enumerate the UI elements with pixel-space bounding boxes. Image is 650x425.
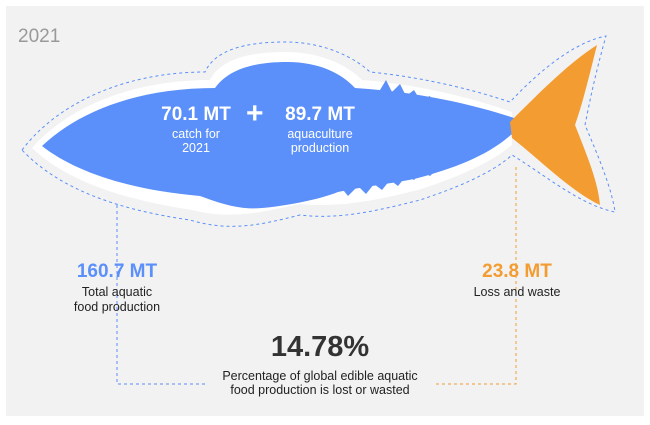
- aquaculture-label: aquaculture production: [287, 127, 353, 155]
- connector-right: [433, 167, 517, 385]
- percentage-label: Percentage of global edible aquatic food…: [222, 369, 418, 397]
- total-production-label: Total aquatic food production: [73, 285, 161, 314]
- aquaculture-value: 89.7 MT: [285, 104, 355, 125]
- plus-operator: +: [246, 97, 264, 130]
- year-label: 2021: [18, 26, 61, 47]
- belly-finlets: [340, 168, 438, 196]
- fish-outline: [21, 35, 616, 227]
- dorsal-fin: [380, 80, 446, 108]
- percentage-value: 14.78%: [270, 331, 370, 363]
- fish-tail: [510, 45, 600, 205]
- catch-label: catch for 2021: [172, 127, 220, 155]
- loss-waste-label: Loss and waste: [473, 285, 561, 299]
- catch-value: 70.1 MT: [161, 104, 231, 125]
- loss-waste-value: 23.8 MT: [482, 261, 552, 282]
- total-production-value: 160.7 MT: [76, 261, 158, 282]
